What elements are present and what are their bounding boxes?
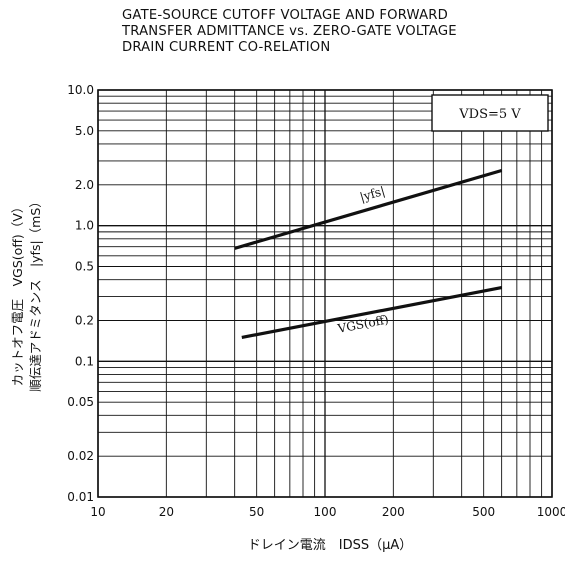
series-line-2 bbox=[241, 285, 502, 340]
data-series: |yfs| VGS(off) bbox=[234, 168, 503, 340]
grid-lines bbox=[97, 89, 553, 498]
y-tick-label: 0.05 bbox=[67, 395, 94, 409]
x-tick-label: 10 bbox=[90, 505, 105, 519]
y-tick-label: 0.02 bbox=[67, 449, 94, 463]
x-tick-label: 20 bbox=[159, 505, 174, 519]
x-tick-label: 50 bbox=[249, 505, 264, 519]
y-axis-label-2: 順伝達アドミタンス |yfs|（mS） bbox=[28, 195, 43, 392]
y-tick-label: 0.1 bbox=[75, 354, 94, 368]
y-tick-label: 5.0 bbox=[75, 124, 94, 138]
condition-box: VDS=5 V bbox=[431, 94, 549, 132]
y-tick-label: 0.2 bbox=[75, 313, 94, 327]
y-axis-label-1: カットオフ電圧 VGS(off)（V） bbox=[10, 201, 25, 387]
chart-title: GATE-SOURCE CUTOFF VOLTAGE AND FORWARD T… bbox=[122, 8, 552, 57]
series-label-2: VGS(off) bbox=[336, 312, 390, 336]
x-tick-label: 1000 bbox=[537, 505, 565, 519]
series-line-1 bbox=[234, 168, 503, 250]
x-axis-label: ドレイン電流 IDSS（μA） bbox=[248, 538, 413, 553]
chart-title-line-1: GATE-SOURCE CUTOFF VOLTAGE AND FORWARD bbox=[122, 8, 449, 23]
condition-label: VDS=5 V bbox=[458, 107, 521, 122]
x-tick-label: 200 bbox=[382, 505, 405, 519]
x-tick-label: 100 bbox=[314, 505, 337, 519]
plot-frame bbox=[97, 89, 553, 498]
chart-title-line-3: DRAIN CURRENT CO-RELATION bbox=[122, 40, 331, 56]
y-tick-label: 10.0 bbox=[67, 83, 94, 97]
chart-title-line-2: TRANSFER ADMITTANCE vs. ZERO-GATE VOLTAG… bbox=[122, 24, 457, 40]
y-tick-labels: 10.0 5.0 2.0 1.0 0.5 0.2 0.1 0.05 0.02 0.01 bbox=[67, 83, 94, 504]
y-tick-label: 0.5 bbox=[75, 260, 94, 274]
x-tick-labels: 10 20 50 100 200 500 1000 bbox=[90, 505, 565, 519]
y-tick-label: 2.0 bbox=[75, 178, 94, 192]
x-tick-label: 500 bbox=[472, 505, 495, 519]
y-tick-label: 0.01 bbox=[67, 490, 94, 504]
series-label-1: |yfs| bbox=[358, 184, 386, 205]
y-tick-label: 1.0 bbox=[75, 219, 94, 233]
